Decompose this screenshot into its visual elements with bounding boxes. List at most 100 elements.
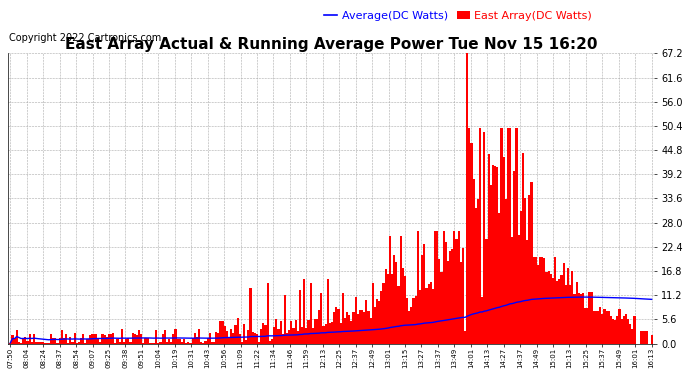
Bar xyxy=(297,331,299,344)
Title: East Array Actual & Running Average Power Tue Nov 15 16:20: East Array Actual & Running Average Powe… xyxy=(65,37,598,52)
Bar xyxy=(442,231,444,344)
Bar xyxy=(12,334,14,344)
Bar xyxy=(432,289,434,344)
Bar xyxy=(91,334,93,344)
Bar xyxy=(284,296,286,344)
Bar xyxy=(430,282,432,344)
Bar xyxy=(608,311,610,344)
Bar xyxy=(254,333,256,344)
Bar xyxy=(601,314,603,344)
Bar xyxy=(524,198,526,344)
Bar xyxy=(76,343,78,344)
Bar xyxy=(299,290,301,344)
Bar xyxy=(252,332,254,344)
Bar xyxy=(384,269,387,344)
Bar xyxy=(269,340,271,344)
Bar xyxy=(273,327,275,344)
Bar xyxy=(567,268,569,344)
Bar xyxy=(575,282,578,344)
Bar xyxy=(488,154,490,344)
Bar xyxy=(408,310,411,344)
Bar xyxy=(258,342,260,344)
Bar xyxy=(504,199,507,344)
Bar xyxy=(183,339,185,344)
Bar xyxy=(194,333,196,344)
Bar xyxy=(307,320,310,344)
Bar xyxy=(475,208,477,344)
Bar xyxy=(618,309,620,344)
Bar xyxy=(80,338,82,344)
Bar xyxy=(541,257,543,344)
Bar xyxy=(138,330,140,344)
Bar xyxy=(233,333,235,344)
Bar xyxy=(168,339,170,344)
Bar xyxy=(511,237,513,344)
Bar xyxy=(550,274,552,344)
Bar xyxy=(39,342,41,344)
Bar xyxy=(170,342,172,344)
Bar xyxy=(245,340,247,344)
Bar xyxy=(142,343,144,344)
Bar xyxy=(395,262,397,344)
Bar xyxy=(415,296,417,344)
Bar xyxy=(344,318,346,344)
Bar xyxy=(101,334,104,344)
Bar xyxy=(316,320,318,344)
Bar xyxy=(368,310,370,344)
Bar xyxy=(179,339,181,344)
Bar xyxy=(35,342,37,344)
Bar xyxy=(288,330,290,344)
Bar xyxy=(277,329,279,344)
Bar xyxy=(578,293,580,344)
Bar xyxy=(444,242,447,344)
Bar xyxy=(84,343,86,344)
Bar xyxy=(175,329,177,344)
Bar xyxy=(78,342,80,344)
Bar xyxy=(337,309,339,344)
Bar xyxy=(52,339,55,344)
Bar xyxy=(74,333,76,344)
Bar xyxy=(387,274,389,344)
Bar xyxy=(127,338,129,344)
Bar xyxy=(333,312,335,344)
Bar xyxy=(339,323,342,344)
Bar xyxy=(108,334,110,344)
Bar xyxy=(625,315,627,344)
Bar xyxy=(582,293,584,344)
Bar xyxy=(211,342,213,344)
Bar xyxy=(213,342,215,344)
Bar xyxy=(247,330,250,344)
Bar xyxy=(190,343,192,344)
Bar xyxy=(181,342,183,344)
Bar xyxy=(250,288,252,344)
Bar xyxy=(413,297,415,344)
Bar xyxy=(560,275,562,344)
Bar xyxy=(208,333,211,344)
Bar xyxy=(112,333,115,344)
Bar xyxy=(633,316,635,344)
Bar xyxy=(533,257,535,344)
Bar xyxy=(393,255,395,344)
Bar xyxy=(447,261,449,344)
Bar xyxy=(161,334,164,344)
Bar xyxy=(580,294,582,344)
Bar xyxy=(603,309,606,344)
Bar xyxy=(63,338,65,344)
Bar xyxy=(136,335,138,344)
Bar xyxy=(14,338,16,344)
Bar xyxy=(30,342,33,344)
Bar xyxy=(119,342,121,344)
Bar xyxy=(492,165,494,344)
Bar xyxy=(353,312,355,344)
Bar xyxy=(46,343,48,344)
Bar xyxy=(177,339,179,344)
Bar xyxy=(469,128,471,344)
Bar xyxy=(206,338,208,344)
Bar xyxy=(61,330,63,344)
Bar xyxy=(522,153,524,344)
Bar xyxy=(520,211,522,344)
Bar xyxy=(616,316,618,344)
Bar xyxy=(591,292,593,344)
Bar xyxy=(423,244,425,344)
Bar xyxy=(97,338,99,344)
